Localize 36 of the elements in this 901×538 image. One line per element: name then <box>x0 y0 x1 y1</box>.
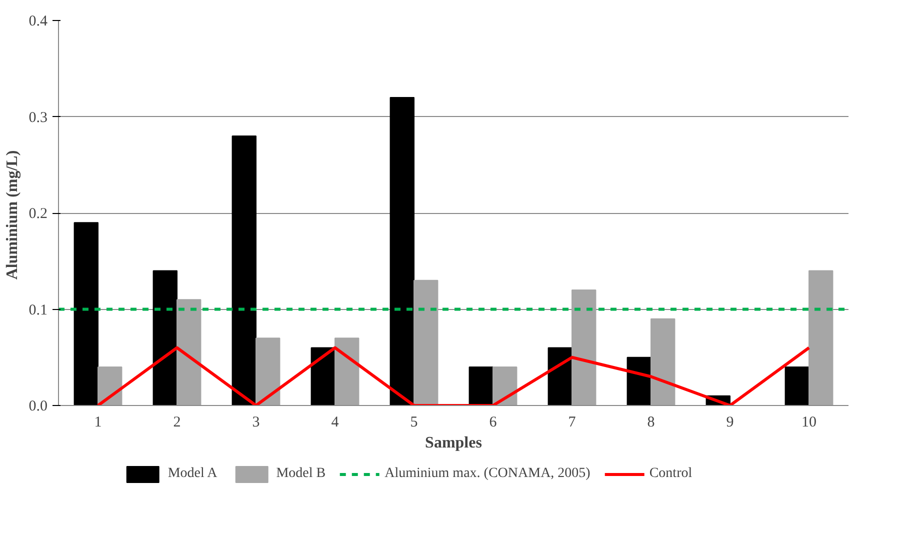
y-tick-label: 0.0 <box>28 398 48 414</box>
bar <box>152 270 178 406</box>
x-tick-label: 10 <box>802 414 816 430</box>
x-tick-label: 2 <box>173 414 181 430</box>
bar <box>492 366 518 406</box>
bar <box>256 338 280 406</box>
y-tick-label: 0.3 <box>28 110 48 126</box>
line-series <box>96 346 810 406</box>
x-tick-label: 3 <box>252 414 260 430</box>
x-axis-title: Samples <box>425 434 482 452</box>
bar <box>232 136 256 406</box>
x-tick-label: 8 <box>647 414 655 430</box>
legend-label: Model B <box>276 466 326 482</box>
bar <box>390 97 414 406</box>
x-tick-label: 4 <box>331 414 340 430</box>
bar <box>572 290 596 406</box>
x-tick-label: 6 <box>489 414 498 430</box>
y-tick-label: 0.1 <box>28 302 48 318</box>
x-tick-label: 1 <box>94 414 102 430</box>
bar <box>74 222 98 406</box>
y-tick-label: 0.4 <box>28 14 48 30</box>
bar <box>414 280 438 406</box>
x-tick-label: 9 <box>726 414 734 430</box>
x-tick-label: 5 <box>410 414 418 430</box>
bar <box>468 366 494 406</box>
bar <box>808 270 834 406</box>
bar <box>176 299 202 406</box>
bar <box>784 366 810 406</box>
y-axis-title: Aluminium (mg/L) <box>4 150 21 280</box>
legend-label: Model A <box>168 466 218 482</box>
y-tick-label: 0.2 <box>28 206 48 222</box>
legend-label: Aluminium max. (CONAMA, 2005) <box>384 466 590 482</box>
legend-label: Control <box>649 466 692 482</box>
x-tick-label: 7 <box>568 414 576 430</box>
bar <box>334 338 360 406</box>
bar <box>650 318 676 406</box>
